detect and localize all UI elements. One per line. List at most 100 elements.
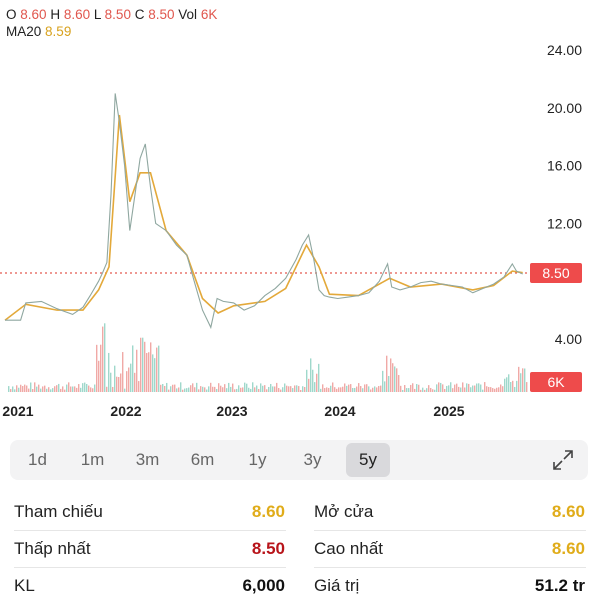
x-tick-label: 2023 <box>216 403 247 419</box>
volume-bar <box>214 386 216 392</box>
volume-bar <box>182 389 184 392</box>
volume-bar <box>326 387 328 392</box>
volume-bar <box>118 377 120 392</box>
range-3m-button[interactable]: 3m <box>135 450 160 469</box>
volume-bar <box>446 385 448 392</box>
volume-bar <box>280 389 282 392</box>
volume-bar <box>308 378 310 392</box>
volume-bar <box>226 388 228 392</box>
y-tick-label: 4.00 <box>555 331 582 347</box>
volume-bar <box>74 386 76 392</box>
volume-bar <box>520 373 522 392</box>
volume-bar <box>436 384 438 392</box>
volume-bar <box>480 384 482 392</box>
ma20-line <box>4 114 523 321</box>
volume-bar <box>512 380 514 392</box>
volume-bar <box>228 382 230 392</box>
volume-bar <box>92 388 94 392</box>
range-5y-button[interactable]: 5y <box>346 443 390 477</box>
volume-bar <box>194 387 196 392</box>
volume-bar <box>46 388 48 392</box>
volume-bar <box>502 386 504 392</box>
volume-bar <box>306 369 308 392</box>
volume-bar <box>76 387 78 392</box>
volume-bar <box>152 354 154 392</box>
volume-bar <box>312 369 314 392</box>
volume-bar <box>130 363 132 392</box>
volume-bar <box>100 344 102 392</box>
volume-bar <box>56 385 58 392</box>
volume-bar <box>444 388 446 392</box>
y-axis-ticks: 24.00 20.00 16.00 12.00 4.00 <box>547 42 582 347</box>
volume-bar <box>342 386 344 392</box>
volume-bar <box>316 373 318 392</box>
volume-bar <box>116 376 118 392</box>
volume-bar <box>526 382 528 392</box>
volume-bar <box>438 382 440 392</box>
volume-bar <box>132 345 134 392</box>
volume-bar <box>190 385 192 392</box>
range-1m-button[interactable]: 1m <box>80 450 105 469</box>
volume-bar <box>244 382 246 392</box>
volume-bar <box>292 388 294 392</box>
volume-bar <box>26 385 28 392</box>
close-value: 8.50 <box>148 7 175 22</box>
volume-bar <box>490 387 492 392</box>
volume-bar <box>246 383 248 392</box>
range-3y-button[interactable]: 3y <box>303 450 322 469</box>
volume-bar <box>428 385 430 392</box>
volume-bar <box>166 382 168 392</box>
volume-bar <box>458 386 460 392</box>
volume-bar <box>370 389 372 392</box>
volume-bar <box>474 385 476 392</box>
volume-bar <box>12 386 14 392</box>
volume-bar <box>298 386 300 392</box>
y-tick-label: 20.00 <box>547 100 582 116</box>
volume-bar <box>28 388 30 392</box>
volume-bar <box>478 383 480 392</box>
volume-bar <box>424 389 426 392</box>
volume-bar <box>518 366 520 392</box>
volume-bar <box>508 374 510 392</box>
expand-icon[interactable] <box>552 449 574 471</box>
volume-bar <box>510 382 512 392</box>
volume-bar <box>62 386 64 392</box>
volume-bar <box>174 384 176 392</box>
volume-bar <box>464 387 466 392</box>
volume-bar <box>220 385 222 392</box>
volume-bar <box>180 382 182 392</box>
volume-bar <box>484 382 486 392</box>
volume-bar <box>410 384 412 392</box>
volume-bar <box>462 382 464 392</box>
volume-bar <box>328 387 330 392</box>
volume-bar <box>42 386 44 392</box>
volume-bar <box>242 387 244 392</box>
open-stat-value: 8.60 <box>551 502 585 521</box>
volume-bar <box>314 382 316 392</box>
volume-bar <box>276 382 278 392</box>
volume-bar <box>264 385 266 392</box>
range-1y-button[interactable]: 1y <box>248 450 267 469</box>
volume-bar <box>452 388 454 392</box>
volume-bar <box>420 389 422 392</box>
volume-bar <box>148 352 150 392</box>
range-1d-button[interactable]: 1d <box>28 450 47 469</box>
volume-bar <box>188 387 190 392</box>
volume-bar <box>114 365 116 392</box>
volume-bar <box>430 387 432 392</box>
volume-bar <box>256 385 258 392</box>
ohlc-legend: O 8.60 H 8.60 L 8.50 C 8.50 Vol 6K MA20 … <box>6 6 217 40</box>
volume-bar <box>442 384 444 392</box>
range-6m-button[interactable]: 6m <box>190 450 215 469</box>
volume-bar <box>524 368 526 392</box>
volume-bar <box>40 388 42 392</box>
volume-bar <box>96 344 98 392</box>
volume-bar <box>172 384 174 392</box>
volume-bar <box>402 389 404 392</box>
high-stat-value: 8.60 <box>551 539 585 558</box>
high-value: 8.60 <box>63 7 91 22</box>
volume-bar <box>450 382 452 392</box>
volume-bar <box>368 386 370 392</box>
volume-bar <box>106 386 108 392</box>
